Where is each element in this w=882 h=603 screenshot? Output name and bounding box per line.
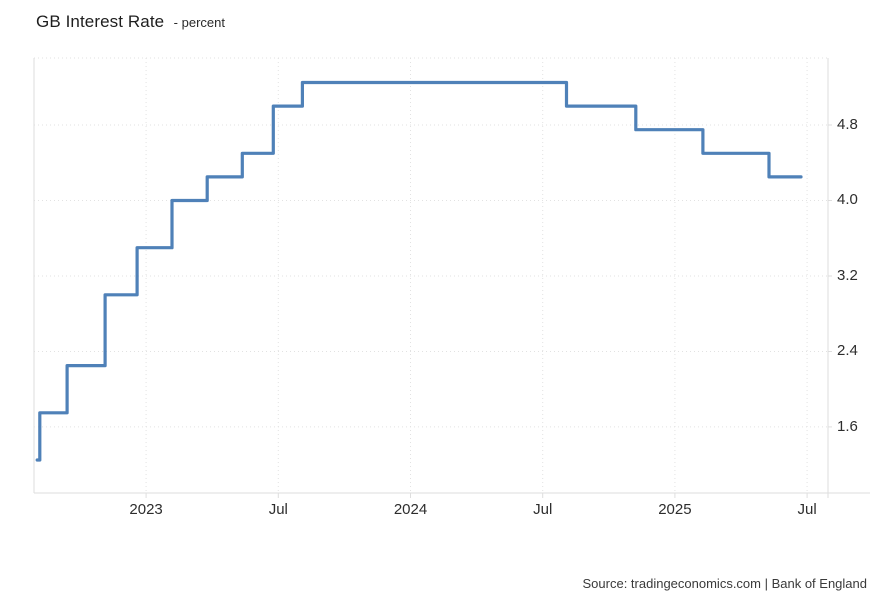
chart-title-unit: - percent — [173, 15, 225, 30]
rate-chart-plot[interactable] — [0, 0, 882, 540]
chart-title: GB Interest Rate - percent — [36, 12, 225, 32]
source-attribution: Source: tradingeconomics.com | Bank of E… — [582, 576, 867, 591]
rate-step-line[interactable] — [35, 80, 803, 462]
chart-title-text: GB Interest Rate — [36, 12, 165, 31]
